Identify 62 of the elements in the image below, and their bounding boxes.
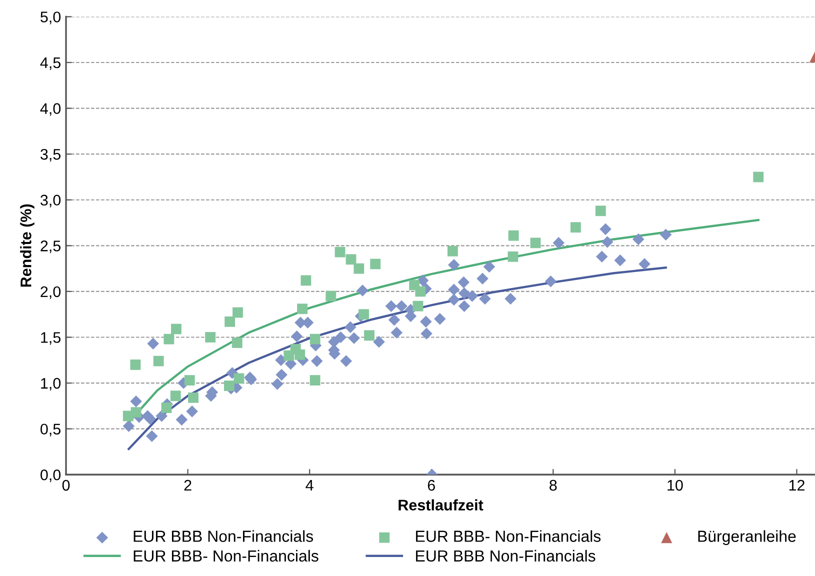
y-tick-label: 0,0 [40, 469, 61, 482]
point [161, 402, 172, 413]
point [290, 344, 301, 354]
point [184, 375, 195, 386]
point [232, 338, 242, 348]
y-tick-label: 2,0 [40, 286, 61, 299]
point [334, 246, 346, 258]
x-tick-label: 6 [428, 480, 435, 491]
point [508, 251, 518, 262]
y-tick-label: 0,5 [40, 424, 61, 436]
line-series [128, 266, 667, 450]
point [412, 300, 424, 312]
point [170, 390, 181, 402]
point [164, 334, 174, 344]
point [310, 375, 320, 386]
point [447, 246, 458, 256]
y-tick-label: 2,5 [40, 240, 61, 254]
point [310, 334, 320, 344]
legend-label: EUR BBB Non-Financials [416, 550, 596, 562]
point [130, 360, 141, 370]
legend-label: EUR BBB- Non-Financials [416, 530, 601, 542]
y-tick-label: 3,0 [40, 194, 61, 208]
point [297, 304, 308, 314]
point [224, 380, 234, 391]
y-tick-label: 3,5 [40, 148, 61, 162]
x-tick-label: 12 [789, 480, 804, 491]
point [300, 275, 312, 286]
point [354, 263, 364, 274]
point [753, 172, 764, 182]
y-tick-label: 1,5 [41, 332, 61, 345]
legend-label: EUR BBB- Non-Financials [134, 550, 318, 562]
point [171, 324, 182, 334]
point [153, 356, 164, 366]
point [130, 407, 142, 418]
point [415, 286, 426, 297]
point [346, 254, 356, 265]
point [205, 332, 216, 342]
point [508, 230, 519, 241]
y-tick-label: 4,0 [40, 103, 61, 116]
point [370, 258, 381, 270]
point [188, 392, 198, 403]
x-tick-label: 8 [550, 480, 557, 491]
x-tick-label: 0 [62, 480, 70, 491]
point [326, 290, 336, 302]
point [530, 238, 541, 248]
x-tick-label: 2 [184, 480, 192, 491]
y-tick-label: 5,0 [40, 12, 61, 24]
legend-label: EUR BBB Non-Financials [134, 530, 314, 542]
point [358, 309, 369, 320]
point [224, 316, 236, 327]
y-tick-label: 4,5 [40, 58, 61, 70]
point [232, 307, 243, 318]
point [364, 330, 374, 341]
point [570, 222, 581, 233]
y-axis-title: Rendite (%) [20, 204, 34, 287]
y-tick-label: 1,0 [41, 378, 61, 391]
legend-label: Bürgeranleihe [698, 530, 796, 546]
x-tick-label: 10 [668, 480, 683, 491]
x-axis-title: Restlaufzeit [398, 499, 484, 511]
point [234, 373, 244, 384]
point [595, 206, 606, 216]
x-tick-label: 4 [306, 480, 314, 491]
